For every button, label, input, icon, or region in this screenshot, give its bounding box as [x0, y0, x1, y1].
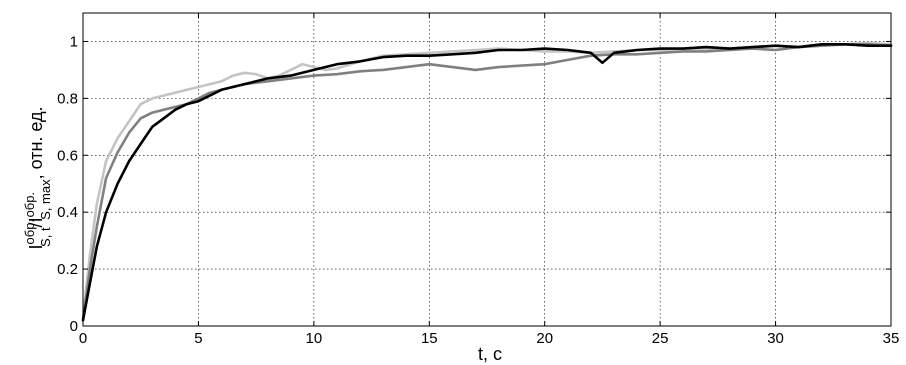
y-tick-label: 0.4: [57, 204, 78, 221]
series-line-1: [81, 41, 893, 319]
x-axis-label: t, с: [478, 344, 502, 364]
y-tick-label: 0.2: [57, 261, 78, 278]
y-tick-label: 0: [70, 318, 78, 335]
x-tick-label: 35: [883, 330, 900, 347]
y-label-sub1: S, t: [38, 227, 53, 247]
y-axis-label: Iобр.S, t/Iобр.S, max, отн. ед.: [22, 106, 53, 249]
ticks-layer: [82, 13, 892, 327]
x-tick-label: 30: [767, 330, 784, 347]
y-label-sub2: S, max: [38, 179, 53, 220]
series-line-3: [81, 42, 893, 322]
y-label-sup1: обр.: [22, 219, 37, 245]
y-tick-label: 1: [70, 33, 78, 50]
x-tick-label: 25: [652, 330, 669, 347]
y-label-slash: /I: [26, 217, 46, 227]
y-label-main: I: [26, 244, 46, 249]
series-line-2: [81, 42, 893, 322]
y-tick-label: 0.8: [57, 90, 78, 107]
y-label-suffix: , отн. ед.: [26, 106, 46, 179]
y-label-sup2: обр.: [22, 192, 37, 218]
y-tick-label: 0.6: [57, 147, 78, 164]
x-tick-label: 5: [194, 330, 202, 347]
series-layer: [81, 41, 893, 322]
x-tick-label: 0: [79, 330, 87, 347]
x-tick-label: 20: [536, 330, 553, 347]
x-tick-label: 15: [421, 330, 438, 347]
x-tick-label: 10: [306, 330, 323, 347]
tick-label-layer: 0 5 10 15 20 25 30 35 0 0.2 0.4 0.6 0.8 1: [57, 33, 899, 347]
plot-frame: [82, 12, 892, 327]
grid-layer: [83, 13, 891, 326]
